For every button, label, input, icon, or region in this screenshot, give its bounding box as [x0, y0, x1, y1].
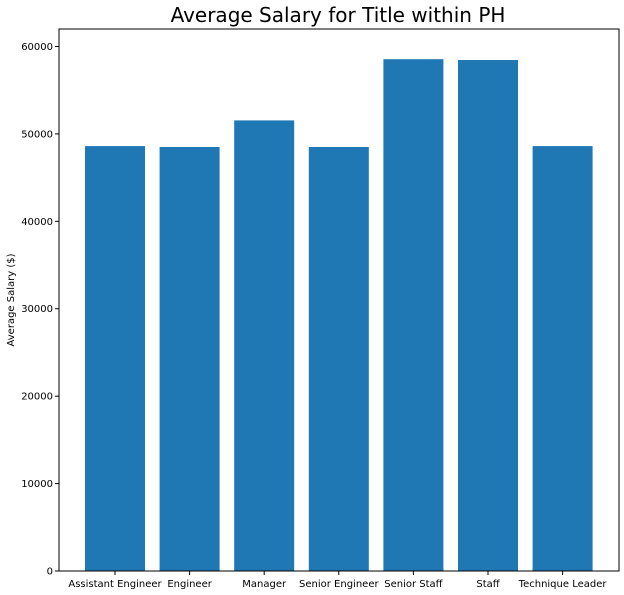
y-tick-label: 40000: [21, 217, 53, 228]
x-tick-label: Senior Engineer: [299, 579, 379, 590]
bar-technique-leader: [532, 146, 593, 571]
y-tick-label: 20000: [21, 392, 53, 403]
y-tick-label: 0: [47, 567, 53, 578]
bar-staff: [458, 60, 518, 571]
x-tick-label: Engineer: [167, 579, 212, 590]
y-axis-label: Average Salary ($): [6, 253, 17, 346]
chart-title: Average Salary for Title within PH: [171, 3, 506, 27]
x-tick-label: Technique Leader: [518, 579, 608, 590]
bar-senior-staff: [383, 59, 444, 571]
x-tick-label: Assistant Engineer: [68, 579, 162, 590]
x-axis: Assistant Engineer Engineer Manager Senior …: [68, 571, 607, 590]
bar-assistant-engineer: [85, 146, 145, 571]
bar-engineer: [159, 147, 220, 571]
x-tick-label: Senior Staff: [384, 579, 443, 590]
y-tick-label: 60000: [21, 42, 53, 53]
bar-manager: [234, 120, 295, 572]
x-tick-label: Manager: [242, 579, 287, 590]
bar-senior-engineer: [308, 147, 369, 571]
y-tick-label: 10000: [21, 479, 53, 490]
y-axis: 0 10000 20000 30000 40000 50000 60000: [21, 42, 59, 578]
bars-group: [85, 59, 593, 572]
y-tick-label: 30000: [21, 304, 53, 315]
x-tick-label: Staff: [476, 579, 500, 590]
y-tick-label: 50000: [21, 129, 53, 140]
